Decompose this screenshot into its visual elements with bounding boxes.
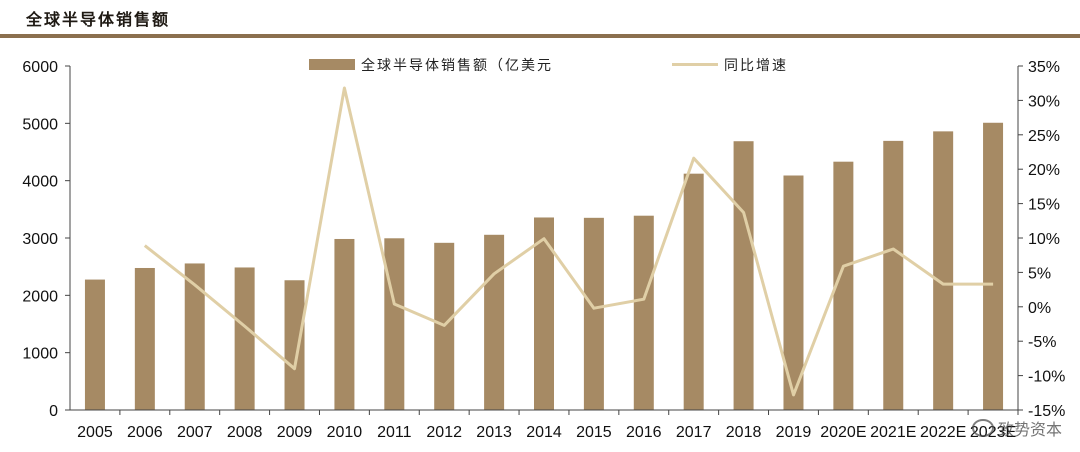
line-layer <box>143 86 994 397</box>
x-tick-label: 2010 <box>327 424 363 441</box>
x-tick-label: 2007 <box>177 424 213 441</box>
x-tick-label: 2005 <box>77 424 113 441</box>
legend: 全球半导体销售额（亿美元 同比增速 <box>309 57 788 74</box>
y-right-tick-label: -5% <box>1028 334 1056 351</box>
bar <box>134 267 155 410</box>
header-divider <box>0 34 1080 38</box>
x-tick-label: 2013 <box>476 424 512 441</box>
y-right-tick-label: -15% <box>1028 403 1065 420</box>
x-tick-label: 2014 <box>526 424 562 441</box>
bar <box>733 141 754 411</box>
y-left-tick-label: 1000 <box>22 346 58 363</box>
y-right-tick-label: 25% <box>1028 128 1060 145</box>
y-right-tick-label: 30% <box>1028 93 1060 110</box>
y-left-tick-label: 0 <box>49 403 58 420</box>
page-title: 全球半导体销售额 <box>26 10 171 29</box>
x-tick-label: 2011 <box>377 424 412 441</box>
y-right-tick-label: 15% <box>1028 197 1060 214</box>
growth-line <box>143 86 994 397</box>
bar <box>833 161 854 410</box>
legend-swatch-sales <box>309 59 355 70</box>
bar <box>983 122 1004 410</box>
x-tick-label: 2022E <box>920 424 966 441</box>
y-right-tick-label: 10% <box>1028 231 1060 248</box>
bar <box>484 234 505 410</box>
y-left-tick-label: 3000 <box>22 231 58 248</box>
bar <box>234 267 255 410</box>
wechat-icon <box>971 419 994 437</box>
y-right-tick-label: 20% <box>1028 162 1060 179</box>
bar <box>334 238 355 410</box>
legend-label-growth: 同比增速 <box>724 58 788 74</box>
x-tick-label: 2021E <box>870 424 916 441</box>
bar <box>883 140 904 411</box>
x-tick-label: 2008 <box>227 424 263 441</box>
x-tick-label: 2006 <box>127 424 163 441</box>
x-tick-label: 2009 <box>277 424 313 441</box>
bars-layer <box>84 122 1004 411</box>
y-right-tick-label: 35% <box>1028 59 1060 76</box>
x-tick-label: 2016 <box>626 424 662 441</box>
legend-label-sales: 全球半导体销售额（亿美元 <box>361 57 553 74</box>
watermark: 致势资本 <box>971 416 1062 440</box>
x-tick-label: 2020E <box>820 424 866 441</box>
bar <box>384 238 405 410</box>
bar <box>933 131 954 411</box>
x-tick-label: 2017 <box>676 424 712 441</box>
x-tick-label: 2018 <box>726 424 762 441</box>
y-left-tick-label: 5000 <box>22 116 58 133</box>
y-left-tick-label: 2000 <box>22 288 58 305</box>
bar <box>84 279 105 410</box>
bar <box>683 173 704 410</box>
axes-layer: 0 1000 2000 3000 4000 5000 6000 -15% -10% -5% 0% 5%… <box>22 59 1065 441</box>
y-right-tick-label: 0% <box>1028 300 1051 317</box>
bar <box>534 217 554 410</box>
x-tick-label: 2015 <box>576 424 612 441</box>
bar <box>184 263 205 410</box>
y-right-tick-label: -10% <box>1028 369 1065 386</box>
bar <box>583 217 604 410</box>
bar <box>284 280 305 410</box>
watermark-text: 致势资本 <box>997 420 1062 439</box>
x-tick-label: 2019 <box>776 424 812 441</box>
bar <box>633 215 654 410</box>
y-left-tick-label: 4000 <box>22 174 58 191</box>
y-right-tick-label: 5% <box>1028 265 1051 282</box>
y-left-tick-label: 6000 <box>22 59 58 76</box>
bar <box>783 175 804 410</box>
x-tick-label: 2012 <box>426 424 462 441</box>
